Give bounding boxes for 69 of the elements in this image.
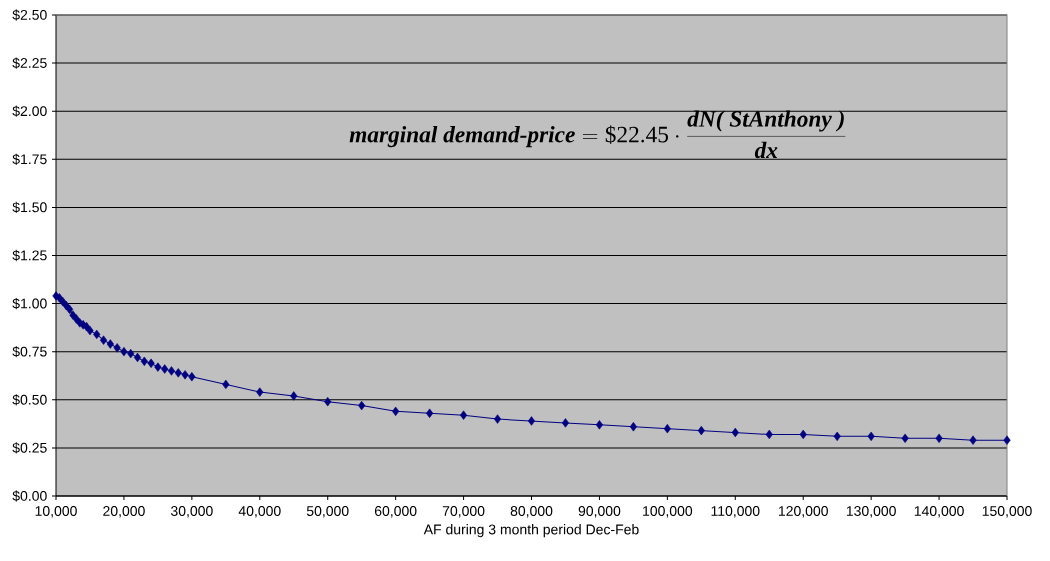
x-tick-label: 30,000 — [170, 506, 213, 518]
x-tick-label: 100,000 — [643, 506, 693, 518]
point — [161, 364, 169, 374]
point — [392, 406, 400, 417]
point — [595, 420, 603, 430]
point — [99, 335, 108, 345]
y-tick-label: $2.00 — [12, 105, 47, 117]
point — [969, 435, 977, 445]
x-tick-label: 10,000 — [35, 506, 77, 518]
x-tick-label: 50,000 — [306, 506, 349, 518]
point — [697, 425, 705, 436]
point — [120, 347, 128, 357]
point — [256, 387, 264, 397]
y-tick-label: $0.50 — [12, 394, 47, 406]
x-tick-label: 140,000 — [914, 506, 964, 518]
point — [460, 410, 468, 420]
point — [867, 431, 875, 442]
x-tick-label: 80,000 — [510, 506, 553, 518]
point — [188, 372, 196, 382]
point — [901, 433, 909, 443]
point — [799, 429, 807, 440]
y-tick-label: $0.00 — [12, 490, 47, 502]
x-tick-label: 110,000 — [711, 506, 760, 518]
point — [290, 391, 298, 401]
point — [358, 400, 366, 411]
x-tick-label: 150,000 — [982, 506, 1032, 518]
point — [426, 408, 434, 418]
x-axis-title: AF during 3 month period Dec-Feb — [423, 524, 639, 538]
x-tick-label: 120,000 — [778, 506, 828, 518]
point — [113, 343, 121, 353]
x-tick-label: 90,000 — [578, 506, 621, 518]
point — [140, 356, 148, 366]
point — [222, 379, 230, 390]
x-tick-label: 60,000 — [374, 506, 417, 518]
y-tick-label: $1.75 — [12, 153, 47, 165]
point — [86, 325, 94, 336]
point — [106, 339, 114, 349]
point — [324, 397, 332, 407]
x-tick-label: 40,000 — [238, 506, 281, 518]
y-tick-label: $1.50 — [12, 201, 47, 214]
y-tick-label: $0.25 — [12, 442, 47, 454]
y-tick-label: $1.25 — [12, 249, 47, 262]
point — [181, 370, 189, 380]
point — [154, 362, 162, 372]
point — [731, 427, 739, 438]
x-tick-label: 70,000 — [442, 506, 485, 518]
x-tick-label: 20,000 — [103, 506, 145, 518]
point — [167, 366, 176, 376]
y-tick-label: $2.25 — [12, 57, 47, 69]
point — [561, 418, 570, 428]
point — [174, 368, 182, 378]
point — [833, 431, 841, 442]
point — [493, 414, 502, 424]
point — [663, 423, 671, 434]
point — [527, 416, 536, 426]
point — [765, 429, 773, 440]
y-tick-label: $2.50 — [12, 9, 47, 21]
point — [93, 329, 101, 340]
point — [935, 433, 943, 443]
x-tick-label: 130,000 — [846, 506, 896, 518]
annotation: $\textbf{\textit{marginal demand-price}}=\mbox{\$22.45}\cdot\frac{\textbf{\textit{dN( StAnthony )}}}{\textbf{\textit{dx}}}$ — [349, 110, 846, 159]
point — [66, 304, 74, 315]
point — [1003, 435, 1011, 445]
point — [127, 348, 135, 359]
point — [133, 352, 142, 363]
point — [147, 358, 155, 368]
y-tick-label: $0.75 — [12, 346, 47, 358]
y-tick-label: $1.00 — [12, 297, 47, 310]
point — [629, 422, 637, 432]
